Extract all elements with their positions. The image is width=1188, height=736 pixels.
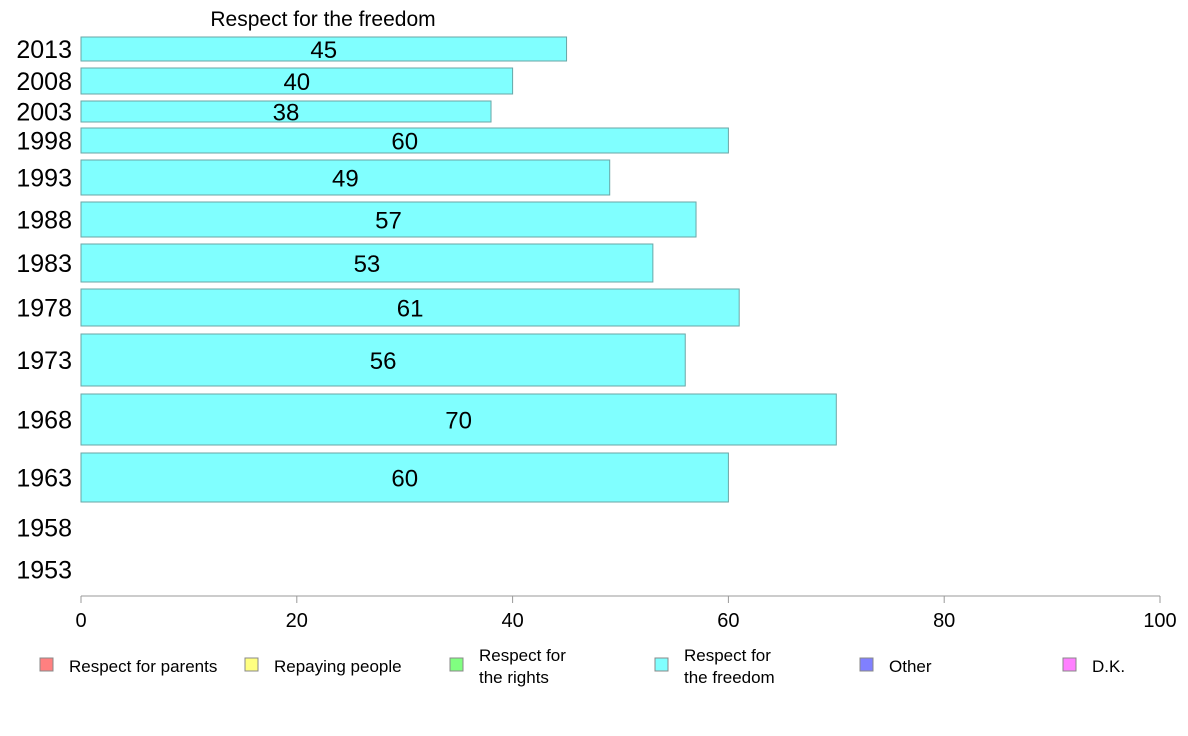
bar-2003 xyxy=(80,100,492,123)
legend-item-3: Respect for the freedom xyxy=(654,646,775,687)
y-tick-label-1973: 1973 xyxy=(16,347,72,375)
legend-item-4: Other xyxy=(859,657,932,676)
x-axis: 0 20 40 60 80 100 xyxy=(75,595,1177,632)
data-label-1963: 60 xyxy=(391,466,418,493)
bar-1963 xyxy=(80,452,729,503)
y-tick-label-2013: 2013 xyxy=(16,36,72,64)
legend-label-line-2: the rights xyxy=(479,668,549,687)
legend-swatch xyxy=(244,657,259,672)
data-label-1998: 60 xyxy=(391,129,418,156)
bar-1993 xyxy=(80,159,611,196)
legend-item-0: Respect for parents xyxy=(39,657,217,676)
data-label-1993: 49 xyxy=(332,166,359,193)
x-tick-label-40: 40 xyxy=(501,610,523,632)
y-tick-label-1953: 1953 xyxy=(16,557,72,585)
y-tick-label-1983: 1983 xyxy=(16,250,72,278)
data-label-1973: 56 xyxy=(370,348,397,375)
x-tick-label-0: 0 xyxy=(75,610,86,632)
data-label-1978: 61 xyxy=(397,296,424,323)
legend: Respect for parents Repaying people Respec… xyxy=(39,646,1125,687)
chart-title: Respect for the freedom xyxy=(210,8,435,31)
legend-label: D.K. xyxy=(1092,657,1125,676)
y-tick-label-1993: 1993 xyxy=(16,165,72,193)
legend-swatch xyxy=(859,657,874,672)
y-tick-label-1958: 1958 xyxy=(16,515,72,543)
y-tick-label-1998: 1998 xyxy=(16,128,72,156)
data-label-1983: 53 xyxy=(354,251,381,278)
legend-swatch xyxy=(449,657,464,672)
bar-1978 xyxy=(80,288,740,327)
legend-swatch xyxy=(1062,657,1077,672)
x-tick-label-80: 80 xyxy=(933,610,955,632)
data-label-1988: 57 xyxy=(375,208,402,235)
data-label-1968: 70 xyxy=(445,408,472,435)
y-tick-label-1968: 1968 xyxy=(16,407,72,435)
bar-1988 xyxy=(80,201,697,238)
y-tick-label-2008: 2008 xyxy=(16,68,72,96)
bar-1998 xyxy=(80,127,729,154)
data-label-2008: 40 xyxy=(283,69,310,96)
legend-label-line-1: Respect for xyxy=(479,646,566,665)
legend-label-line-2: the freedom xyxy=(684,668,775,687)
data-label-2013: 45 xyxy=(310,37,337,64)
bar-1968 xyxy=(80,393,837,446)
legend-label-line-1: Respect for xyxy=(684,646,771,665)
x-tick-label-60: 60 xyxy=(717,610,739,632)
bar-2008 xyxy=(80,67,514,95)
y-tick-label-1988: 1988 xyxy=(16,207,72,235)
bar-2013 xyxy=(80,36,568,62)
legend-label: Repaying people xyxy=(274,657,402,676)
bar-1983 xyxy=(80,243,654,283)
y-tick-label-1978: 1978 xyxy=(16,295,72,323)
legend-item-2: Respect for the rights xyxy=(449,646,566,687)
legend-swatch xyxy=(654,657,669,672)
legend-label: Respect for parents xyxy=(69,657,217,676)
legend-item-1: Repaying people xyxy=(244,657,402,676)
x-tick-label-20: 20 xyxy=(286,610,308,632)
data-label-2003: 38 xyxy=(273,100,300,127)
legend-swatch xyxy=(39,657,54,672)
y-tick-label-2003: 2003 xyxy=(16,99,72,127)
bar-1973 xyxy=(80,333,686,387)
legend-label: Other xyxy=(889,657,932,676)
legend-item-5: D.K. xyxy=(1062,657,1125,676)
x-tick-label-100: 100 xyxy=(1143,610,1176,632)
y-tick-label-1963: 1963 xyxy=(16,465,72,493)
